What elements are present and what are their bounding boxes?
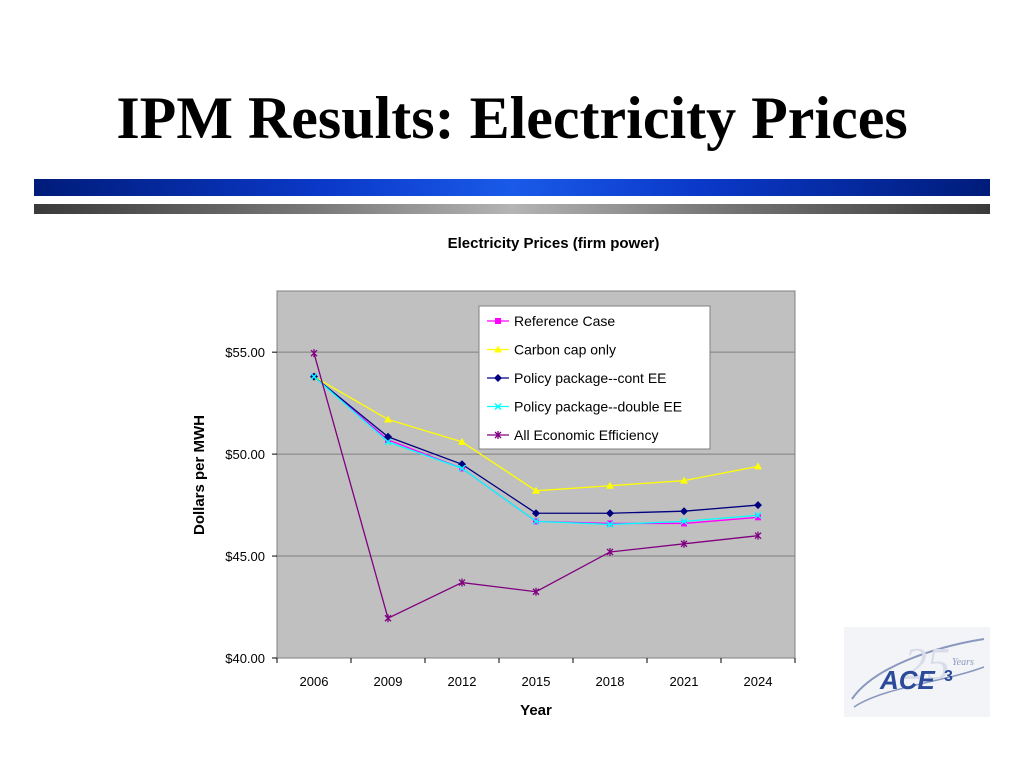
- logo-superscript: 3: [944, 668, 953, 685]
- y-axis-label: Dollars per MWH: [191, 415, 208, 535]
- data-point: [532, 486, 540, 494]
- data-point: [755, 514, 761, 521]
- data-point: [680, 476, 688, 484]
- data-point: [458, 437, 466, 445]
- legend-label: Carbon cap only: [514, 342, 616, 358]
- x-tick-label: 2018: [596, 674, 625, 689]
- legend-entry: Carbon cap only: [487, 342, 616, 358]
- data-point: [458, 578, 466, 587]
- data-point: [680, 517, 688, 525]
- data-point: [754, 501, 762, 510]
- data-point: [532, 509, 540, 518]
- legend-label: Policy package--cont EE: [514, 370, 667, 386]
- data-point: [384, 438, 392, 446]
- data-point: [754, 462, 762, 470]
- title-rule-blue: [34, 179, 990, 196]
- x-tick-label: 2024: [744, 674, 773, 689]
- legend-box: [478, 305, 711, 450]
- series-4: [310, 373, 762, 528]
- y-tick-label: $55.00: [225, 345, 265, 360]
- data-point: [606, 547, 614, 556]
- title-rule-gray: [34, 204, 990, 214]
- y-tick-label: $40.00: [225, 651, 265, 666]
- data-point: [310, 349, 318, 358]
- legend-label: Reference Case: [514, 313, 615, 329]
- logo-anniversary: 25: [904, 638, 950, 689]
- data-point: [754, 511, 762, 519]
- legend-label: Policy package--double EE: [514, 399, 682, 415]
- legend: Reference Case Carbon cap only Policy pack…: [478, 305, 711, 450]
- x-tick-label: 2015: [522, 674, 551, 689]
- x-tick-label: 2012: [448, 674, 477, 689]
- slide-title: IPM Results: Electricity Prices: [116, 85, 908, 151]
- logo-years: Years: [952, 657, 974, 668]
- data-point: [606, 481, 614, 489]
- data-point: [680, 539, 688, 548]
- logo-main-text: ACE: [879, 665, 936, 695]
- data-point: [458, 464, 466, 472]
- legend-entry: All Economic Efficiency: [487, 427, 658, 443]
- ace3-25-years-logo: 25 ACE 3 Years: [844, 627, 990, 717]
- data-point: [384, 614, 392, 623]
- legend-marker: [494, 345, 502, 353]
- logo-graphic: 25 ACE 3 Years: [851, 638, 985, 708]
- series-5: [310, 349, 762, 623]
- data-point: [754, 531, 762, 540]
- data-point: [310, 373, 318, 381]
- legend-label: All Economic Efficiency: [514, 427, 658, 443]
- legend-marker: [494, 402, 502, 411]
- y-tick-label: $45.00: [225, 549, 265, 564]
- legend-marker: [494, 374, 502, 382]
- data-point: [384, 415, 392, 423]
- data-point: [606, 509, 614, 518]
- legend-marker: [495, 318, 501, 324]
- chart-title: Electricity Prices (firm power): [447, 235, 660, 252]
- x-tick-label: 2006: [300, 674, 329, 689]
- legend-entry: Policy package--cont EE: [487, 370, 667, 386]
- data-point: [680, 507, 688, 516]
- y-tick-label: $50.00: [225, 447, 265, 462]
- data-point: [606, 520, 614, 528]
- x-axis-label: Year: [520, 702, 552, 719]
- data-point: [532, 587, 540, 596]
- x-tick-label: 2009: [374, 674, 403, 689]
- legend-marker: [494, 431, 502, 439]
- data-point: [384, 432, 392, 441]
- data-point: [681, 520, 687, 527]
- series-layer: [310, 349, 762, 623]
- x-tick-label: 2021: [670, 674, 699, 689]
- legend-entry: Policy package--double EE: [487, 399, 682, 415]
- data-point: [532, 517, 540, 525]
- axes: $40.00 $45.00 $50.00 $55.00 2006 2009 2012 2015…: [225, 345, 796, 689]
- legend-entry: Reference Case: [487, 313, 615, 329]
